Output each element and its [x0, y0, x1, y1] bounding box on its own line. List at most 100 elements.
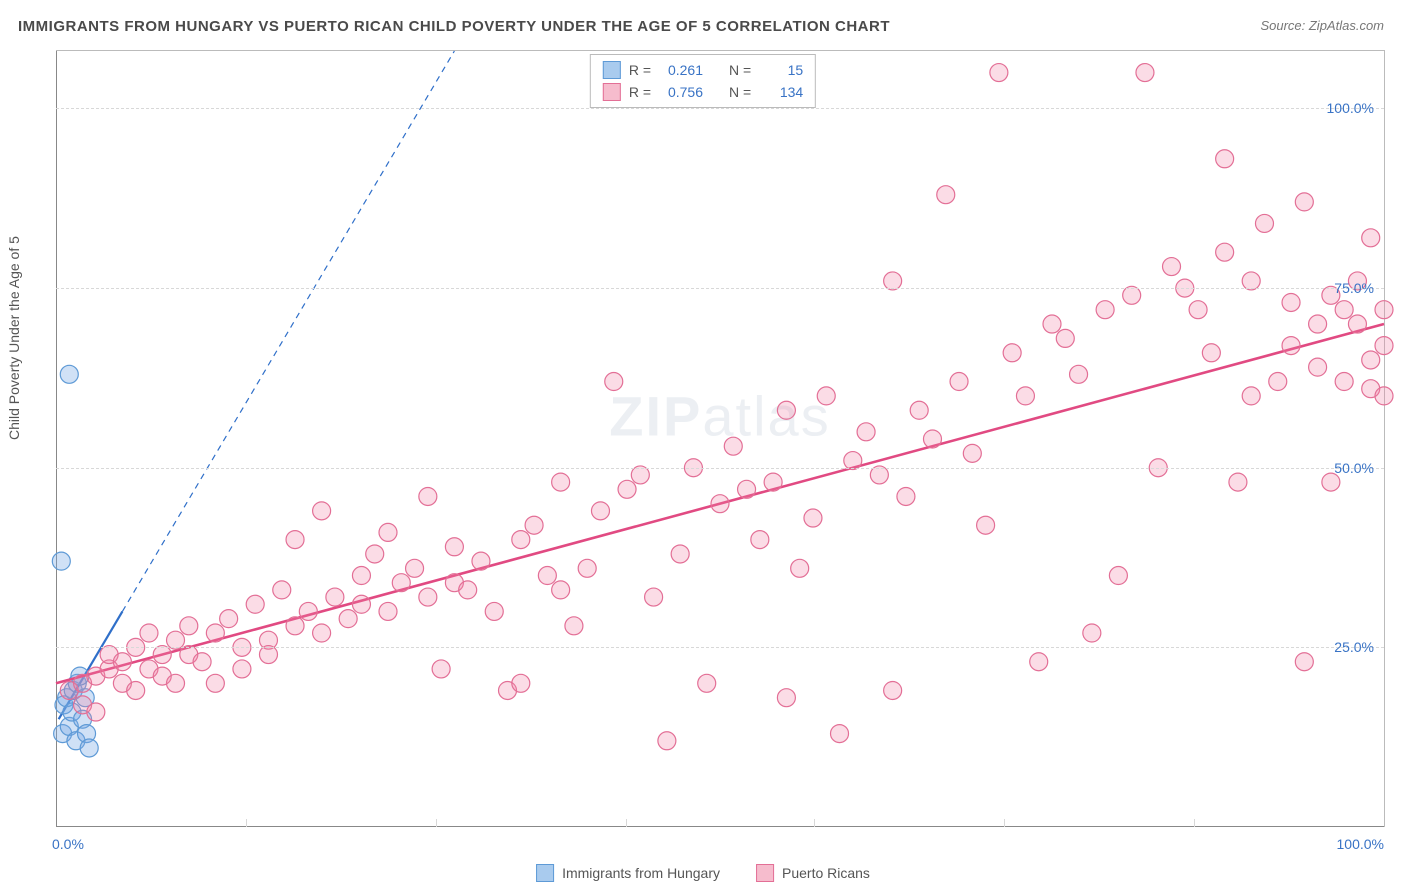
x-tick-label: 100.0%: [1337, 836, 1384, 852]
data-point: [777, 689, 795, 707]
data-point: [246, 595, 264, 613]
data-point: [1269, 373, 1287, 391]
data-point: [1216, 243, 1234, 261]
y-tick-label: 25.0%: [1334, 639, 1374, 655]
series-legend: Immigrants from Hungary Puerto Ricans: [536, 864, 870, 882]
data-point: [937, 186, 955, 204]
data-point: [658, 732, 676, 750]
data-point: [379, 523, 397, 541]
data-point: [140, 624, 158, 642]
trend-line-extrapolated: [122, 51, 454, 611]
data-point: [817, 387, 835, 405]
data-point: [538, 567, 556, 585]
data-point: [777, 401, 795, 419]
data-point: [326, 588, 344, 606]
r-label: R =: [629, 59, 651, 81]
y-tick-label: 100.0%: [1327, 100, 1374, 116]
data-point: [884, 681, 902, 699]
data-point: [1216, 150, 1234, 168]
data-point: [1295, 653, 1313, 671]
data-point: [738, 480, 756, 498]
source-attribution: Source: ZipAtlas.com: [1260, 18, 1384, 33]
data-point: [1043, 315, 1061, 333]
data-point: [445, 538, 463, 556]
gridline-h: [56, 108, 1384, 109]
n-label: N =: [729, 81, 751, 103]
data-point: [1030, 653, 1048, 671]
data-point: [167, 674, 185, 692]
n-value-hungary: 15: [759, 59, 803, 81]
data-point: [724, 437, 742, 455]
data-point: [419, 588, 437, 606]
data-point: [857, 423, 875, 441]
data-point: [671, 545, 689, 563]
data-point: [1348, 315, 1366, 333]
data-point: [512, 674, 530, 692]
data-point: [1309, 315, 1327, 333]
data-point: [512, 531, 530, 549]
data-point: [233, 660, 251, 678]
data-point: [472, 552, 490, 570]
data-point: [1375, 387, 1393, 405]
data-point: [791, 559, 809, 577]
data-point: [273, 581, 291, 599]
data-point: [127, 681, 145, 699]
data-point: [1163, 258, 1181, 276]
n-value-puertorican: 134: [759, 81, 803, 103]
data-point: [52, 552, 70, 570]
data-point: [1375, 337, 1393, 355]
data-point: [645, 588, 663, 606]
data-point: [180, 617, 198, 635]
data-point: [1229, 473, 1247, 491]
data-point: [1202, 344, 1220, 362]
data-point: [1016, 387, 1034, 405]
data-point: [804, 509, 822, 527]
gridline-h: [56, 288, 1384, 289]
x-tick-mark: [1004, 819, 1005, 827]
data-point: [751, 531, 769, 549]
data-point: [552, 473, 570, 491]
legend-item-puertorican: Puerto Ricans: [756, 864, 870, 882]
x-tick-mark: [814, 819, 815, 827]
data-point: [286, 531, 304, 549]
legend-item-hungary: Immigrants from Hungary: [536, 864, 720, 882]
data-point: [432, 660, 450, 678]
data-point: [1362, 229, 1380, 247]
gridline-h: [56, 468, 1384, 469]
legend-label-hungary: Immigrants from Hungary: [562, 865, 720, 881]
data-point: [299, 602, 317, 620]
data-point: [963, 444, 981, 462]
plot-area: ZIPatlas 25.0%50.0%75.0%100.0%: [56, 50, 1385, 827]
data-point: [485, 602, 503, 620]
data-point: [565, 617, 583, 635]
data-point: [313, 502, 331, 520]
legend-row-hungary: R = 0.261 N = 15: [603, 59, 803, 81]
data-point: [206, 624, 224, 642]
y-axis-label: Child Poverty Under the Age of 5: [6, 236, 22, 440]
data-point: [459, 581, 477, 599]
legend-row-puertorican: R = 0.756 N = 134: [603, 81, 803, 103]
r-label: R =: [629, 81, 651, 103]
data-point: [897, 487, 915, 505]
swatch-hungary-icon: [536, 864, 554, 882]
data-point: [618, 480, 636, 498]
data-point: [352, 567, 370, 585]
x-tick-mark: [626, 819, 627, 827]
y-tick-label: 50.0%: [1334, 460, 1374, 476]
scatter-svg: [56, 51, 1384, 827]
r-value-puertorican: 0.756: [659, 81, 703, 103]
data-point: [392, 574, 410, 592]
gridline-h: [56, 647, 1384, 648]
chart-title: IMMIGRANTS FROM HUNGARY VS PUERTO RICAN …: [18, 18, 890, 35]
data-point: [977, 516, 995, 534]
data-point: [698, 674, 716, 692]
data-point: [1109, 567, 1127, 585]
data-point: [60, 365, 78, 383]
data-point: [193, 653, 211, 671]
data-point: [1136, 64, 1154, 82]
data-point: [1309, 358, 1327, 376]
data-point: [1096, 301, 1114, 319]
data-point: [1189, 301, 1207, 319]
data-point: [1375, 301, 1393, 319]
legend-label-puertorican: Puerto Ricans: [782, 865, 870, 881]
